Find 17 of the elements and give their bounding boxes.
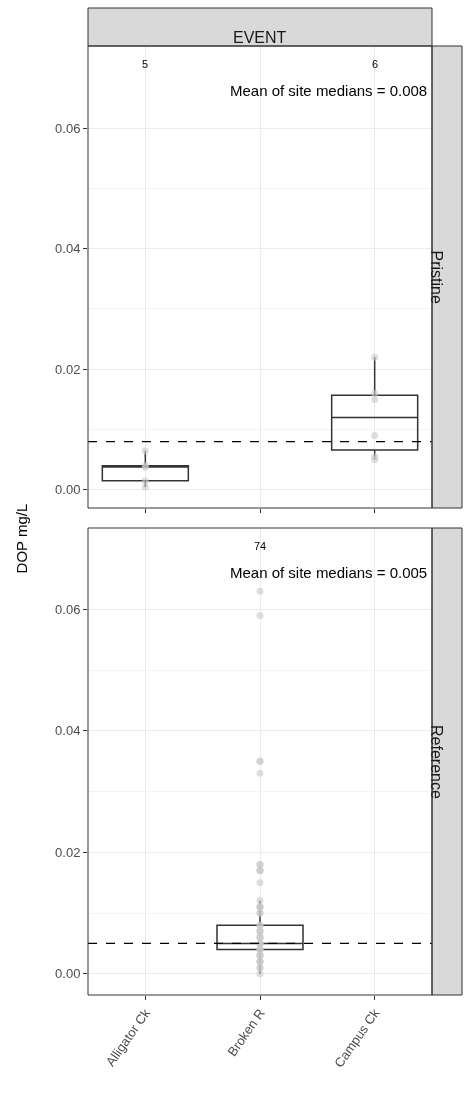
text: Reference bbox=[428, 725, 445, 799]
y-tick-label: 0.00 bbox=[55, 966, 81, 982]
y-tick-label: 0.06 bbox=[55, 120, 81, 136]
y-tick-label: 0.04 bbox=[55, 241, 81, 257]
annotation: 74 bbox=[254, 540, 267, 552]
annotation: Mean of site medians = 0.008 bbox=[230, 82, 428, 99]
y-tick-label: 0.04 bbox=[55, 723, 81, 739]
y-tick-label: 0.02 bbox=[55, 361, 81, 377]
annotation: 5 bbox=[142, 58, 149, 70]
y-tick-label: 0.00 bbox=[55, 482, 81, 498]
y-axis-title: DOP mg/L bbox=[13, 503, 31, 574]
y-tick-label: 0.02 bbox=[55, 844, 81, 860]
y-tick-label: 0.06 bbox=[55, 601, 81, 617]
text: Pristine bbox=[427, 250, 445, 304]
annotation: 6 bbox=[372, 58, 379, 70]
chart-title: EVENT bbox=[233, 29, 287, 46]
annotation: Mean of site medians = 0.005 bbox=[230, 564, 428, 581]
